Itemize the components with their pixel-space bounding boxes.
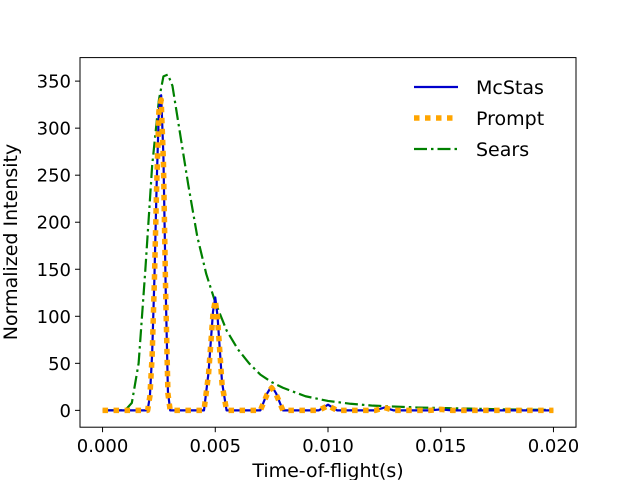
y-tick-label: 200 bbox=[37, 213, 71, 234]
plot-frame bbox=[79, 57, 577, 428]
legend-label-mcstas: McStas bbox=[476, 77, 544, 99]
y-tick-label: 250 bbox=[37, 166, 71, 187]
y-tick-label: 50 bbox=[48, 354, 71, 375]
x-tick-label: 0.005 bbox=[190, 436, 242, 457]
y-tick-label: 350 bbox=[37, 72, 71, 93]
series-line-prompt bbox=[102, 97, 554, 414]
legend-label-prompt: Prompt bbox=[476, 108, 544, 130]
x-tick-label: 0.010 bbox=[302, 436, 354, 457]
x-tick-label: 0.000 bbox=[77, 436, 129, 457]
y-tick-label: 150 bbox=[37, 260, 71, 281]
x-axis-ticks: 0.000 0.005 0.010 0.015 0.020 bbox=[77, 427, 579, 457]
legend: McStas Prompt Sears bbox=[414, 77, 544, 161]
y-tick-label: 300 bbox=[37, 119, 71, 140]
y-tick-label: 0 bbox=[60, 401, 71, 422]
y-tick-label: 100 bbox=[37, 307, 71, 328]
x-tick-label: 0.015 bbox=[415, 436, 467, 457]
x-tick-label: 0.020 bbox=[528, 436, 580, 457]
legend-label-sears: Sears bbox=[476, 139, 529, 161]
y-axis-ticks: 0 50 100 150 200 250 300 350 bbox=[37, 72, 80, 422]
x-axis-label: Time-of-flight(s) bbox=[251, 460, 403, 480]
y-axis-label: Normalized Intensity bbox=[0, 144, 22, 341]
plot-lines bbox=[102, 73, 554, 414]
